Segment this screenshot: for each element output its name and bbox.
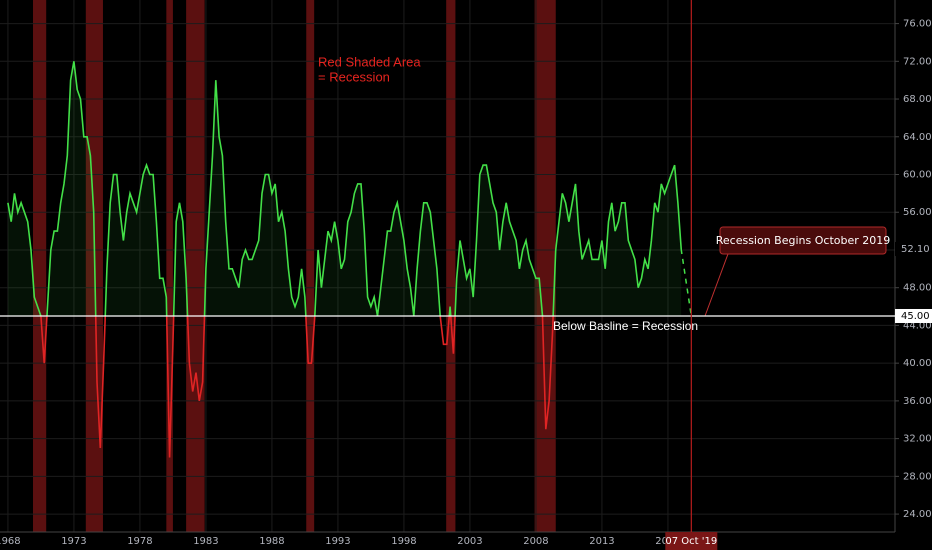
x-tick-label: 2013 xyxy=(589,536,614,547)
recession-band xyxy=(166,0,173,532)
grid xyxy=(0,0,895,532)
recession-band xyxy=(186,0,205,532)
area-above xyxy=(7,61,682,316)
annotation: = Recession xyxy=(318,69,390,84)
line-above xyxy=(7,61,682,316)
x-tick-label: 1968 xyxy=(0,536,21,547)
x-tick-label: 1988 xyxy=(259,536,284,547)
baseline-label-box xyxy=(895,308,932,323)
recession-band xyxy=(33,0,47,532)
y-tick-label: 56.00 xyxy=(903,207,932,218)
callout-text: Recession Begins October 2019 xyxy=(716,234,891,247)
callout: Recession Begins October 2019 xyxy=(704,226,891,317)
y-tick-label: 40.00 xyxy=(903,358,932,369)
y-tick-label: 68.00 xyxy=(903,94,932,105)
y-tick-label: 36.00 xyxy=(903,396,932,407)
y-tick-label: 76.00 xyxy=(903,19,932,30)
last-value-box xyxy=(895,242,932,257)
cursor-label: 07 Oct '19 xyxy=(665,536,717,547)
x-tick-label: 1973 xyxy=(61,536,86,547)
y-tick-label: 60.00 xyxy=(903,170,932,181)
callout-pointer xyxy=(704,253,729,317)
x-tick-label: 1983 xyxy=(193,536,218,547)
y-tick-label: 72.00 xyxy=(903,56,932,67)
projection-line xyxy=(680,248,693,317)
y-tick-label: 32.00 xyxy=(903,434,932,445)
y-tick-label: 44.00 xyxy=(903,320,932,331)
x-tick-label: 1998 xyxy=(391,536,416,547)
baseline-label: 45.00 xyxy=(901,311,930,322)
y-tick-label: 48.00 xyxy=(903,283,932,294)
callout-box xyxy=(719,226,887,255)
x-tick-label: 1978 xyxy=(127,536,152,547)
y-tick-label: 64.00 xyxy=(903,132,932,143)
recession-band xyxy=(306,0,315,532)
x-tick-label: 2008 xyxy=(523,536,548,547)
cursor-label-box xyxy=(665,532,718,550)
x-tick-label: 2003 xyxy=(457,536,482,547)
y-tick-label: 24.00 xyxy=(903,509,932,520)
annotation: Below Basline = Recession xyxy=(553,319,698,333)
recession-band xyxy=(534,0,556,532)
x-tick-label: 1993 xyxy=(325,536,350,547)
recession-band xyxy=(446,0,456,532)
series xyxy=(7,61,693,458)
annotation: Red Shaded Area xyxy=(318,54,421,69)
y-tick-label: 28.00 xyxy=(903,471,932,482)
last-value-label: 52.10 xyxy=(901,244,930,255)
